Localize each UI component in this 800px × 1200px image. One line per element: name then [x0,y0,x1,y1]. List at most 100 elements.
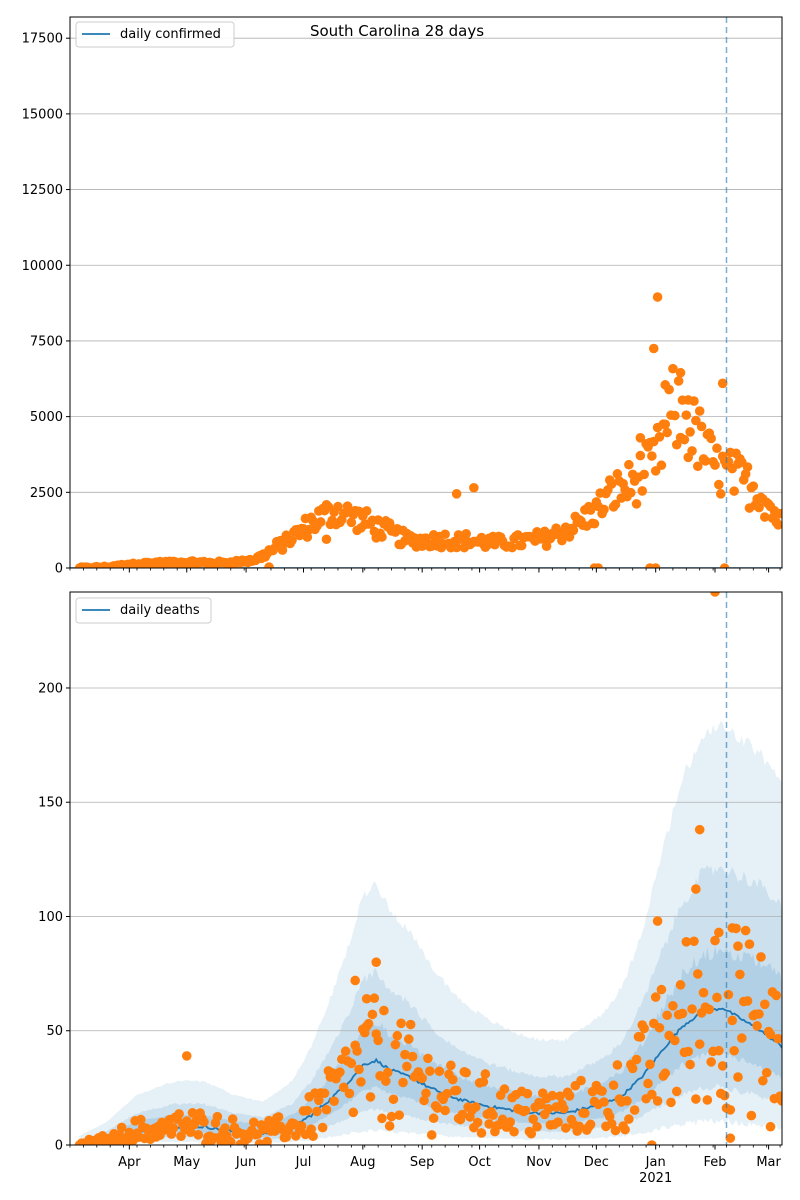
deaths-point [388,1094,399,1105]
confirmed-plot-frame [69,16,783,569]
deaths-point [361,993,372,1004]
y-tick-label: 0 [55,1139,63,1154]
deaths-point [396,1018,406,1029]
deaths-point [426,1130,437,1140]
deaths-point [417,1073,427,1084]
deaths-point [604,1111,615,1122]
deaths-point [199,1117,209,1127]
deaths-point [689,936,699,947]
confirmed-point [585,505,596,515]
deaths-point [382,1067,393,1078]
deaths-point [668,1001,678,1011]
deaths-point [758,1075,768,1086]
deaths-point [735,969,745,980]
confirmed-point [714,479,724,490]
deaths-point [647,1140,657,1145]
deaths-point [670,1035,680,1046]
x-tick-label: May [173,1155,200,1170]
deaths-point [536,1099,546,1110]
deaths-point [369,993,380,1004]
confirmed-point [719,563,730,568]
deaths-point [273,1112,284,1122]
confirmed-point [717,378,728,389]
confirmed-point [662,427,672,438]
x-tick-label: Sep [410,1155,435,1170]
confirmed-point [451,489,462,499]
deaths-point [714,1045,724,1056]
deaths-point [356,1077,366,1087]
deaths-point [187,1107,198,1118]
confirmed-point [729,486,739,496]
y-tick-label: 0 [55,562,63,577]
x-tick-label: Oct [468,1155,490,1170]
deaths-point [526,1128,537,1139]
deaths-point [752,1021,762,1031]
deaths-point [348,1107,359,1118]
confirmed-point [639,469,649,480]
deaths-point [484,1119,494,1129]
confirmed-point [264,562,274,568]
deaths-point [727,923,738,933]
deaths-point [394,1110,405,1120]
deaths-point [319,1088,330,1099]
confirmed-point [685,427,695,437]
deaths-point [365,1092,376,1102]
deaths-point [687,1004,697,1014]
confirmed-point [568,525,579,536]
y-tick-label: 200 [38,681,63,696]
deaths-point [367,1009,378,1020]
confirmed-x-axis [69,568,781,573]
deaths-point [677,1008,688,1019]
confirmed-point [440,529,450,540]
deaths-point [400,1049,410,1060]
x-tick-label: Apr [118,1155,141,1170]
deaths-point [434,1066,445,1077]
confirmed-point [710,460,720,470]
deaths-point [645,1059,655,1070]
confirmed-point [692,461,703,472]
confirmed-point [706,433,716,444]
deaths-point [386,1111,397,1122]
deaths-point [723,989,734,1000]
deaths-point [497,1114,508,1125]
confirmed-point [333,501,343,512]
deaths-point [174,1109,184,1119]
deaths-point [227,1114,238,1124]
deaths-point [652,1096,663,1106]
deaths-point [675,980,686,990]
deaths-point [317,1122,328,1133]
x-tick-label: Mar [756,1155,781,1170]
deaths-point [478,1077,489,1087]
deaths-point [671,1086,682,1097]
confirmed-point [637,486,648,496]
confirmed-point [557,535,567,546]
confirmed-point [539,526,550,537]
y-tick-label: 5000 [30,410,63,425]
deaths-point [346,1058,357,1069]
deaths-point [181,1116,192,1126]
deaths-point [547,1090,558,1101]
deaths-point [608,1080,619,1091]
deaths-point [499,1084,510,1094]
deaths-point [683,1046,694,1057]
deaths-point [405,1019,416,1030]
deaths-point [710,592,720,597]
deaths-point [685,1059,695,1070]
confirmed-point [700,456,711,466]
deaths-point [576,1075,586,1086]
deaths-point [248,1117,259,1128]
deaths-point [710,935,720,946]
deaths-point [447,1074,458,1085]
deaths-point [308,1131,318,1142]
deaths-point [612,1060,623,1070]
deaths-point [338,1082,349,1093]
deaths-point [225,1137,236,1145]
deaths-point [643,1078,653,1089]
deaths-point [321,1104,332,1115]
confirmed-point [652,292,663,302]
x-tick-label: Jan [645,1155,666,1170]
deaths-point [742,996,753,1006]
deaths-point [574,1121,584,1131]
deaths-point [373,1035,383,1046]
deaths-point [262,1136,272,1145]
